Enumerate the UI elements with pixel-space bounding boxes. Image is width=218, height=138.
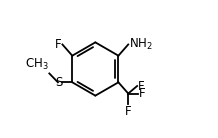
Text: CH$_3$: CH$_3$ [25, 57, 49, 72]
Text: F: F [139, 87, 145, 100]
Text: F: F [125, 105, 131, 118]
Text: NH$_2$: NH$_2$ [129, 37, 153, 52]
Text: F: F [138, 79, 145, 92]
Text: S: S [55, 76, 62, 89]
Text: F: F [55, 38, 62, 51]
